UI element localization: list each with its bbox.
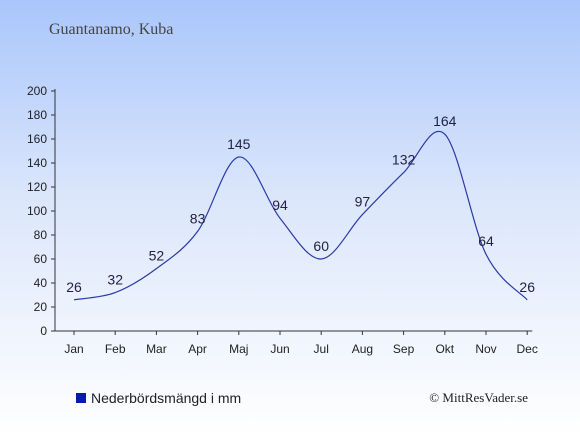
y-tick-label: 0 <box>40 324 47 338</box>
x-tick-label: Nov <box>475 342 496 356</box>
x-tick-label: Sep <box>393 342 415 356</box>
data-point <box>402 171 405 174</box>
data-label: 97 <box>355 194 371 210</box>
x-tick-label: Maj <box>229 342 248 356</box>
data-point <box>320 258 323 261</box>
x-tick-label: Jun <box>270 342 289 356</box>
data-point <box>279 217 282 220</box>
data-label: 94 <box>272 197 288 213</box>
y-tick-label: 140 <box>27 156 47 170</box>
legend: Nederbördsmängd i mm <box>76 390 241 406</box>
data-label: 60 <box>313 238 329 254</box>
legend-swatch <box>76 393 86 403</box>
legend-label: Nederbördsmängd i mm <box>91 390 242 406</box>
data-label: 83 <box>190 210 206 226</box>
data-label: 164 <box>433 113 457 129</box>
data-point <box>526 298 529 301</box>
y-tick-label: 100 <box>27 204 47 218</box>
data-point <box>361 213 364 216</box>
x-tick-label: Jul <box>314 342 329 356</box>
data-point <box>73 298 76 301</box>
data-label: 132 <box>392 152 416 168</box>
data-label: 52 <box>149 248 165 264</box>
data-label: 64 <box>478 233 494 249</box>
x-tick-label: Jan <box>64 342 83 356</box>
data-label: 32 <box>107 272 123 288</box>
data-point <box>485 253 488 256</box>
y-tick-label: 160 <box>27 132 47 146</box>
y-tick-label: 120 <box>27 180 47 194</box>
y-tick-label: 20 <box>34 300 48 314</box>
x-tick-label: Dec <box>517 342 538 356</box>
data-point <box>155 267 158 270</box>
y-tick-label: 200 <box>27 84 47 98</box>
y-tick-label: 80 <box>34 228 48 242</box>
y-tick-label: 180 <box>27 108 47 122</box>
y-tick-label: 60 <box>34 252 48 266</box>
y-tick-label: 40 <box>34 276 48 290</box>
series-line <box>73 130 528 301</box>
x-tick-label: Feb <box>105 342 126 356</box>
x-tick-label: Apr <box>188 342 207 356</box>
data-point <box>443 133 446 136</box>
data-point <box>114 291 117 294</box>
location-title: Guantanamo, Kuba <box>49 21 174 38</box>
x-tick-label: Aug <box>352 342 373 356</box>
data-point <box>237 156 240 159</box>
credit-text: © MittResVader.se <box>429 390 528 405</box>
data-label: 26 <box>66 279 82 295</box>
data-point <box>196 230 199 233</box>
x-tick-label: Mar <box>146 342 167 356</box>
data-label: 145 <box>227 136 251 152</box>
data-label: 26 <box>519 279 535 295</box>
x-tick-label: Okt <box>435 342 454 356</box>
